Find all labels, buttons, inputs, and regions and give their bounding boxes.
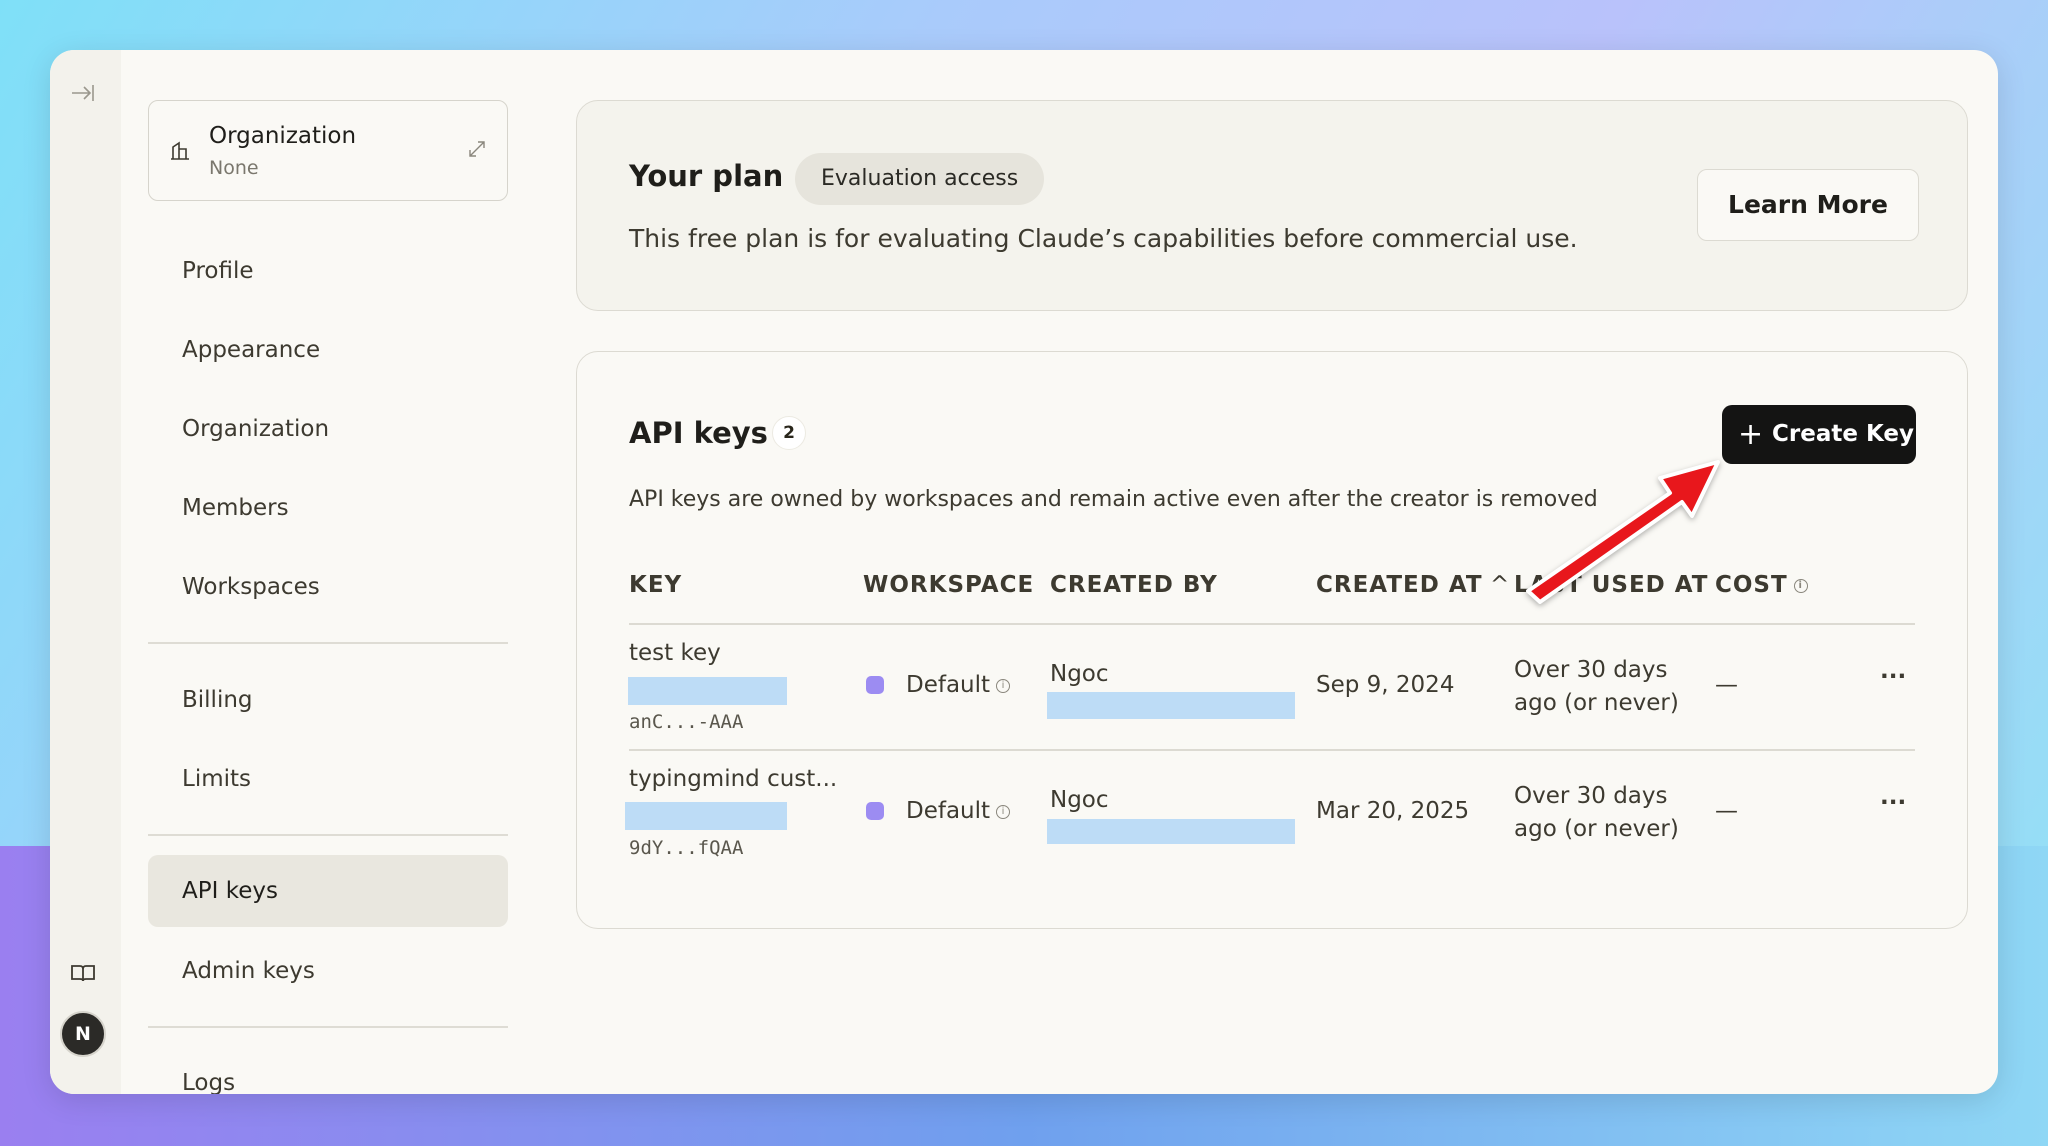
key-hint: 9dY...fQAA (629, 837, 744, 859)
redacted-block (625, 802, 787, 830)
plan-description: This free plan is for evaluating Claude’… (629, 224, 1578, 253)
sidebar-divider (148, 834, 508, 836)
row-menu-button[interactable]: ··· (1880, 664, 1907, 690)
workspace-color-dot (866, 802, 884, 820)
sidebar-item-api-keys-active[interactable] (148, 855, 508, 927)
plus-icon: + (1738, 417, 1764, 452)
sidebar-item-members[interactable]: Members (182, 495, 289, 521)
column-header-created-at[interactable]: CREATED AT (1316, 572, 1483, 598)
sidebar-item-organization[interactable]: Organization (182, 416, 330, 442)
column-header-workspace[interactable]: WORKSPACE (863, 572, 1035, 598)
api-keys-description: API keys are owned by workspaces and rem… (629, 487, 1598, 512)
plan-badge: Evaluation access (795, 153, 1045, 205)
cost: — (1715, 672, 1738, 698)
info-icon[interactable]: i (1793, 578, 1808, 593)
learn-more-button[interactable]: Learn More (1697, 169, 1919, 241)
sidebar-item-limits[interactable]: Limits (182, 766, 251, 792)
key-hint: anC...-AAA (629, 711, 744, 733)
created-by: Ngoc (1050, 787, 1109, 813)
organization-label: Organization (209, 123, 357, 149)
table-divider (629, 623, 1915, 625)
building-icon (171, 141, 189, 160)
sidebar-item-workspaces[interactable]: Workspaces (182, 574, 320, 600)
sidebar-item-billing[interactable]: Billing (182, 687, 253, 713)
icon-rail: N (50, 50, 121, 1094)
api-keys-card (576, 351, 1968, 929)
redacted-block (1047, 692, 1295, 719)
key-name: test key (629, 640, 721, 666)
sidebar-item-admin-keys[interactable]: Admin keys (182, 958, 315, 984)
cost: — (1715, 798, 1738, 824)
sidebar-item-profile[interactable]: Profile (182, 258, 254, 284)
info-icon[interactable]: i (996, 678, 1011, 693)
sidebar-divider (148, 642, 508, 644)
sidebar-item-api-keys[interactable]: API keys (182, 878, 278, 904)
workspace-color-dot (866, 676, 884, 694)
avatar[interactable]: N (60, 1011, 106, 1057)
workspace-name: Default i (906, 798, 1011, 824)
created-by: Ngoc (1050, 661, 1109, 687)
table-divider (629, 749, 1915, 751)
sort-ascending-icon[interactable]: ^ (1490, 572, 1511, 598)
app-window: N Organization None Profile Appearance O… (50, 50, 1998, 1094)
expand-sidebar-icon[interactable] (70, 82, 96, 104)
api-keys-count-badge: 2 (772, 416, 806, 450)
created-at: Mar 20, 2025 (1316, 798, 1470, 824)
sidebar-divider (148, 1026, 508, 1028)
redacted-block (1047, 819, 1295, 844)
redacted-block (628, 677, 787, 705)
column-header-created-by[interactable]: CREATED BY (1050, 572, 1218, 598)
sidebar-item-appearance[interactable]: Appearance (182, 337, 321, 363)
create-key-label: Create Key (1772, 421, 1914, 447)
column-header-last-used-at[interactable]: LAST USED AT (1514, 572, 1709, 598)
created-at: Sep 9, 2024 (1316, 672, 1455, 698)
organization-switcher[interactable]: Organization None (148, 100, 508, 201)
row-menu-button[interactable]: ··· (1880, 790, 1907, 816)
docs-book-icon[interactable] (70, 962, 96, 984)
workspace-name: Default i (906, 672, 1011, 698)
sidebar-item-logs[interactable]: Logs (182, 1070, 236, 1094)
last-used-at: Over 30 days ago (or never) (1514, 783, 1679, 842)
api-keys-title: API keys (629, 416, 768, 450)
organization-value: None (209, 157, 259, 179)
create-key-button[interactable]: + Create Key (1722, 405, 1916, 464)
info-icon[interactable]: i (996, 804, 1011, 819)
column-header-cost[interactable]: COST i (1715, 572, 1808, 598)
key-name: typingmind cust... (629, 766, 838, 792)
expand-arrows-icon (469, 141, 485, 157)
plan-title: Your plan (629, 159, 784, 193)
last-used-at: Over 30 days ago (or never) (1514, 657, 1679, 716)
column-header-key[interactable]: KEY (629, 572, 683, 598)
plan-card: Your plan Evaluation access This free pl… (576, 100, 1968, 311)
